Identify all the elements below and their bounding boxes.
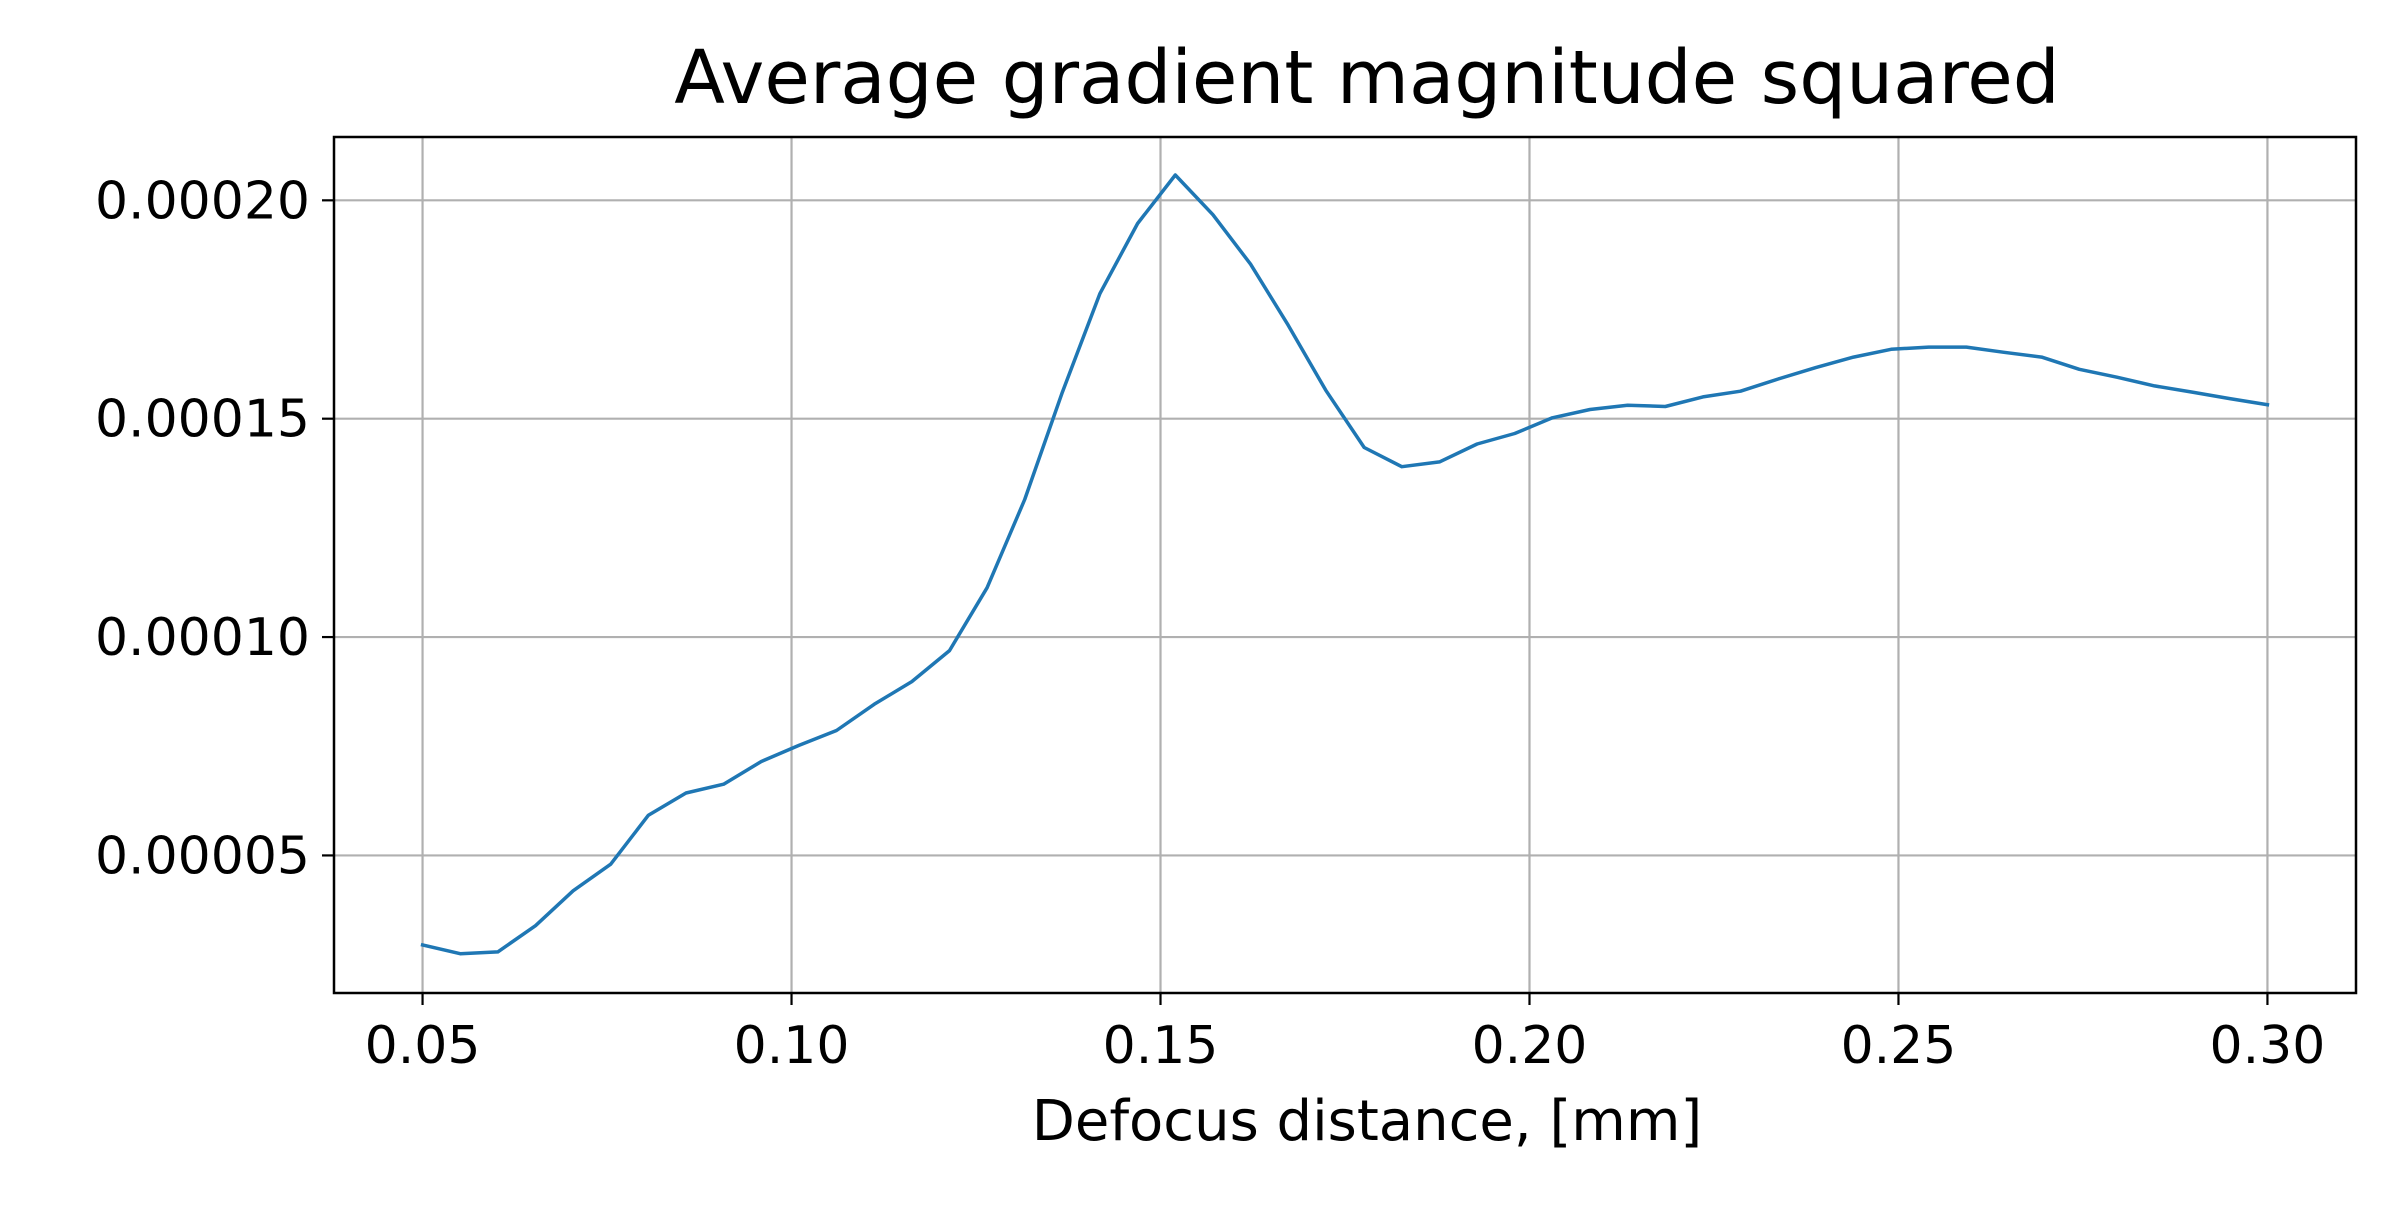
grid-lines: [334, 137, 2356, 993]
x-tick-label: 0.30: [2210, 1016, 2326, 1076]
plot-frame: [332, 135, 2358, 995]
x-tick-label: 0.20: [1472, 1016, 1588, 1076]
tick-marks: [322, 199, 2269, 1005]
y-tick-label: 0.00015: [95, 390, 310, 450]
x-axis-label: Defocus distance, [mm]: [1032, 1089, 1703, 1154]
plot-area: [334, 137, 2356, 993]
x-tick-label: 0.25: [1841, 1016, 1957, 1076]
x-tick-label: 0.15: [1103, 1016, 1219, 1076]
series-line-0: [420, 173, 2270, 956]
series-layer: [420, 173, 2270, 956]
tick-labels: 0.05 0.10 0.15 0.20 0.25 0.30 0.00005 0.00010 0.…: [95, 171, 2325, 1076]
x-tick-label: 0.10: [734, 1016, 850, 1076]
y-tick-label: 0.00020: [95, 171, 310, 231]
chart-title: Average gradient magnitude squared: [674, 35, 2060, 121]
y-tick-label: 0.00010: [95, 608, 310, 668]
x-tick-label: 0.05: [365, 1016, 481, 1076]
y-tick-label: 0.00005: [95, 826, 310, 886]
